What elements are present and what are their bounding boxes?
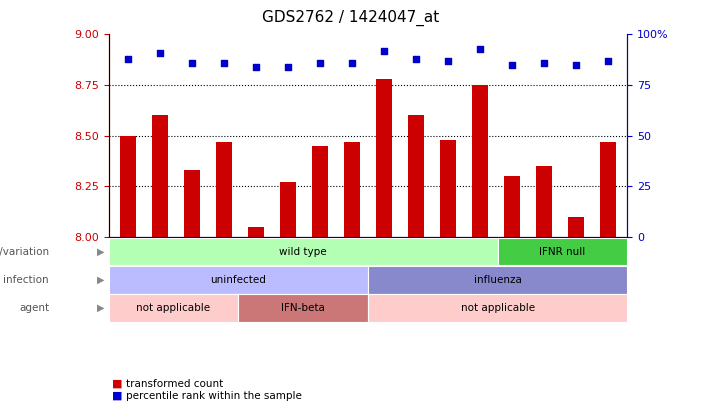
Bar (120, 136, 136, 237)
Text: influenza: influenza (474, 275, 522, 285)
Point (379, 47, 390, 54)
Bar (216, 142, 232, 237)
Text: genotype/variation: genotype/variation (0, 247, 49, 256)
Bar (408, 115, 424, 237)
Bar (472, 85, 488, 237)
Text: infection: infection (4, 275, 49, 285)
Point (442, 58, 454, 64)
Point (186, 60, 198, 66)
Bar (440, 140, 456, 237)
Text: ▶: ▶ (97, 247, 104, 256)
Text: ▶: ▶ (97, 303, 104, 313)
Text: wild type: wild type (280, 247, 327, 256)
Point (507, 62, 518, 68)
Point (250, 64, 261, 70)
Bar (344, 142, 360, 237)
Point (475, 45, 486, 52)
Text: ▶: ▶ (97, 275, 104, 285)
Text: uninfected: uninfected (210, 275, 266, 285)
Text: ■: ■ (112, 391, 123, 401)
Text: IFNR null: IFNR null (540, 247, 585, 256)
Point (122, 55, 133, 62)
Bar (152, 115, 168, 237)
Text: agent: agent (19, 303, 49, 313)
Point (603, 58, 614, 64)
Point (346, 60, 358, 66)
Point (314, 60, 325, 66)
Point (538, 60, 550, 66)
Text: not applicable: not applicable (461, 303, 535, 313)
Point (218, 60, 229, 66)
Text: IFN-beta: IFN-beta (281, 303, 325, 313)
Point (154, 49, 165, 56)
Bar (312, 146, 328, 237)
Text: not applicable: not applicable (137, 303, 210, 313)
Point (411, 55, 422, 62)
Bar (280, 182, 296, 237)
Point (283, 64, 294, 70)
Bar (504, 176, 520, 237)
Point (571, 62, 582, 68)
Text: GDS2762 / 1424047_at: GDS2762 / 1424047_at (262, 10, 439, 26)
Bar (600, 142, 616, 237)
Bar (248, 227, 264, 237)
Text: ■: ■ (112, 379, 123, 389)
Text: transformed count: transformed count (126, 379, 224, 389)
Bar (376, 79, 392, 237)
Text: percentile rank within the sample: percentile rank within the sample (126, 391, 302, 401)
Bar (568, 217, 584, 237)
Bar (184, 170, 200, 237)
Bar (536, 166, 552, 237)
